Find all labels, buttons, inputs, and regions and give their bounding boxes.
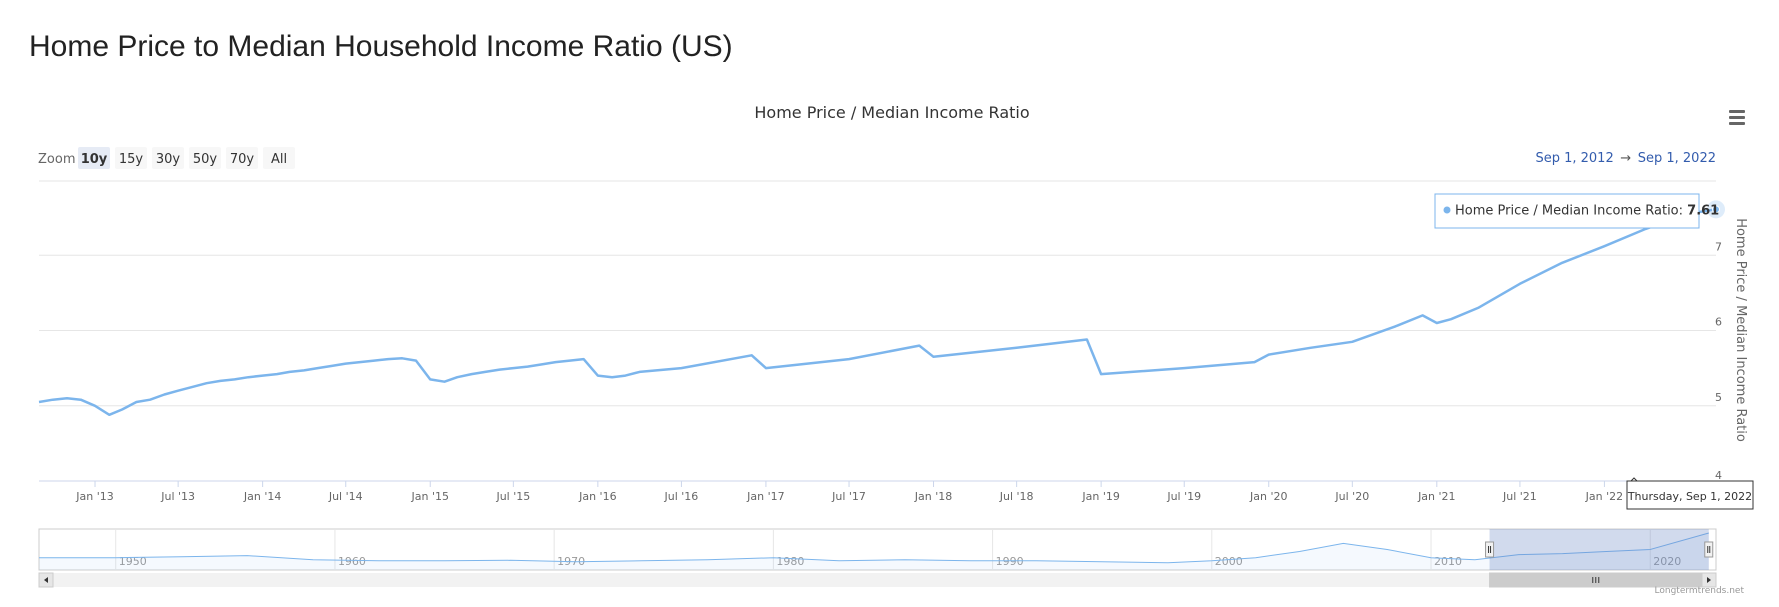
y-tick-label: 6 bbox=[1715, 316, 1722, 329]
arrow-right-icon bbox=[1707, 577, 1711, 583]
scrollbar-left-button[interactable] bbox=[38, 572, 54, 588]
navigator-x-label: 1950 bbox=[119, 555, 147, 568]
y-tick-label: 5 bbox=[1715, 391, 1722, 404]
navigator[interactable]: 1950 1960 1970 1980 1990 2000 2010 2020 bbox=[38, 528, 1717, 588]
navigator-left-handle[interactable] bbox=[1485, 541, 1495, 558]
navigator-x-label: 1960 bbox=[338, 555, 366, 568]
navigator-x-label: 1990 bbox=[996, 555, 1024, 568]
range-separator: → bbox=[1620, 151, 1631, 166]
x-tick-label: Jan '17 bbox=[746, 490, 784, 503]
x-tick-label: Jul '15 bbox=[495, 490, 530, 503]
range-from-input[interactable]: Sep 1, 2012 bbox=[1535, 151, 1613, 166]
navigator-x-label: 2020 bbox=[1653, 555, 1681, 568]
x-tick-label: Jan '14 bbox=[243, 490, 281, 503]
series-layer bbox=[38, 200, 1725, 417]
crosshair-date-text: Thursday, Sep 1, 2022 bbox=[1627, 490, 1752, 503]
x-tick-label: Jul '16 bbox=[664, 490, 699, 503]
range-selector: Zoom 10y 15y 30y 50y 70y All Sep 1, 2022 → Se… bbox=[38, 147, 1716, 169]
x-tick-label: Jul '13 bbox=[160, 490, 195, 503]
x-tick-label: Jul '14 bbox=[328, 490, 363, 503]
x-tick-label: Jan '18 bbox=[914, 490, 952, 503]
zoom-button-label: 10y bbox=[81, 152, 108, 167]
x-tick-label: Jul '20 bbox=[1334, 490, 1369, 503]
x-tick-label: Jan '13 bbox=[75, 490, 113, 503]
navigator-series-line bbox=[39, 532, 1709, 564]
credits[interactable]: Longtermtrends.net bbox=[1655, 586, 1745, 596]
tooltip-value: 7.61 bbox=[1687, 204, 1719, 219]
scrollbar-thumb[interactable] bbox=[1489, 572, 1703, 588]
x-tick-label: Jan '19 bbox=[1081, 490, 1119, 503]
navigator-x-label: 2000 bbox=[1215, 555, 1243, 568]
zoom-button-15y[interactable] bbox=[115, 147, 147, 169]
y-axis-title: Home Price / Median Income Ratio bbox=[1733, 218, 1748, 442]
chart-title: Home Price / Median Income Ratio bbox=[754, 103, 1029, 122]
zoom-label: Zoom bbox=[38, 152, 75, 167]
zoom-button-50y[interactable] bbox=[189, 147, 221, 169]
zoom-button-All[interactable] bbox=[263, 147, 295, 169]
page-title: Home Price to Median Household Income Ra… bbox=[29, 30, 733, 63]
zoom-button-label: 70y bbox=[230, 152, 255, 167]
hamburger-menu-icon[interactable] bbox=[1729, 110, 1745, 125]
zoom-button-label: All bbox=[271, 152, 287, 167]
tooltip-series-marker bbox=[1443, 206, 1451, 214]
x-tick-label: Jan '21 bbox=[1417, 490, 1455, 503]
zoom-button-label: 30y bbox=[156, 152, 181, 167]
series-line bbox=[38, 208, 1717, 417]
scrollbar-track[interactable] bbox=[39, 573, 1716, 587]
zoom-button-label: 15y bbox=[119, 152, 144, 167]
y-tick-label: 7 bbox=[1715, 240, 1722, 253]
x-tick-label: Jan '16 bbox=[578, 490, 616, 503]
zoom-button-70y[interactable] bbox=[226, 147, 258, 169]
x-tick-label: Jul '19 bbox=[1166, 490, 1201, 503]
x-tick-label: Jul '18 bbox=[999, 490, 1034, 503]
navigator-right-handle[interactable] bbox=[1704, 541, 1714, 558]
zoom-button-label: 50y bbox=[193, 152, 218, 167]
x-tick-label: Jul '21 bbox=[1502, 490, 1537, 503]
x-tick-label: Jan '22 bbox=[1585, 490, 1623, 503]
x-tick-label: Jan '15 bbox=[410, 490, 448, 503]
tooltip-series-name: Home Price / Median Income Ratio bbox=[1455, 204, 1679, 219]
y-axis: 4 5 6 7 bbox=[1715, 240, 1722, 482]
zoom-button-30y[interactable] bbox=[152, 147, 184, 169]
x-axis: Jan '13 Jul '13 Jan '14 Jul '14 Jan '15 Jul '… bbox=[39, 480, 1716, 503]
tooltip: Home Price / Median Income Ratio: 7.61 bbox=[1434, 193, 1719, 229]
navigator-frame bbox=[38, 528, 1717, 571]
zoom-button-10y[interactable] bbox=[78, 147, 110, 169]
range-to-input[interactable]: Sep 1, 2022 bbox=[1638, 151, 1716, 166]
navigator-selected-range[interactable] bbox=[1489, 529, 1709, 570]
arrow-left-icon bbox=[44, 577, 48, 583]
y-tick-label: 4 bbox=[1715, 469, 1722, 482]
hover-point bbox=[1712, 205, 1720, 214]
crosshair-date-label: Thursday, Sep 1, 2022 bbox=[1626, 477, 1754, 510]
scrollbar-right-button[interactable] bbox=[1701, 572, 1717, 588]
x-tick-label: Jul '17 bbox=[831, 490, 866, 503]
x-tick-label: Jan '20 bbox=[1249, 490, 1287, 503]
svg-text:Home Price / Median Income Rat: Home Price / Median Income Ratio: 7.61 bbox=[1455, 204, 1719, 219]
